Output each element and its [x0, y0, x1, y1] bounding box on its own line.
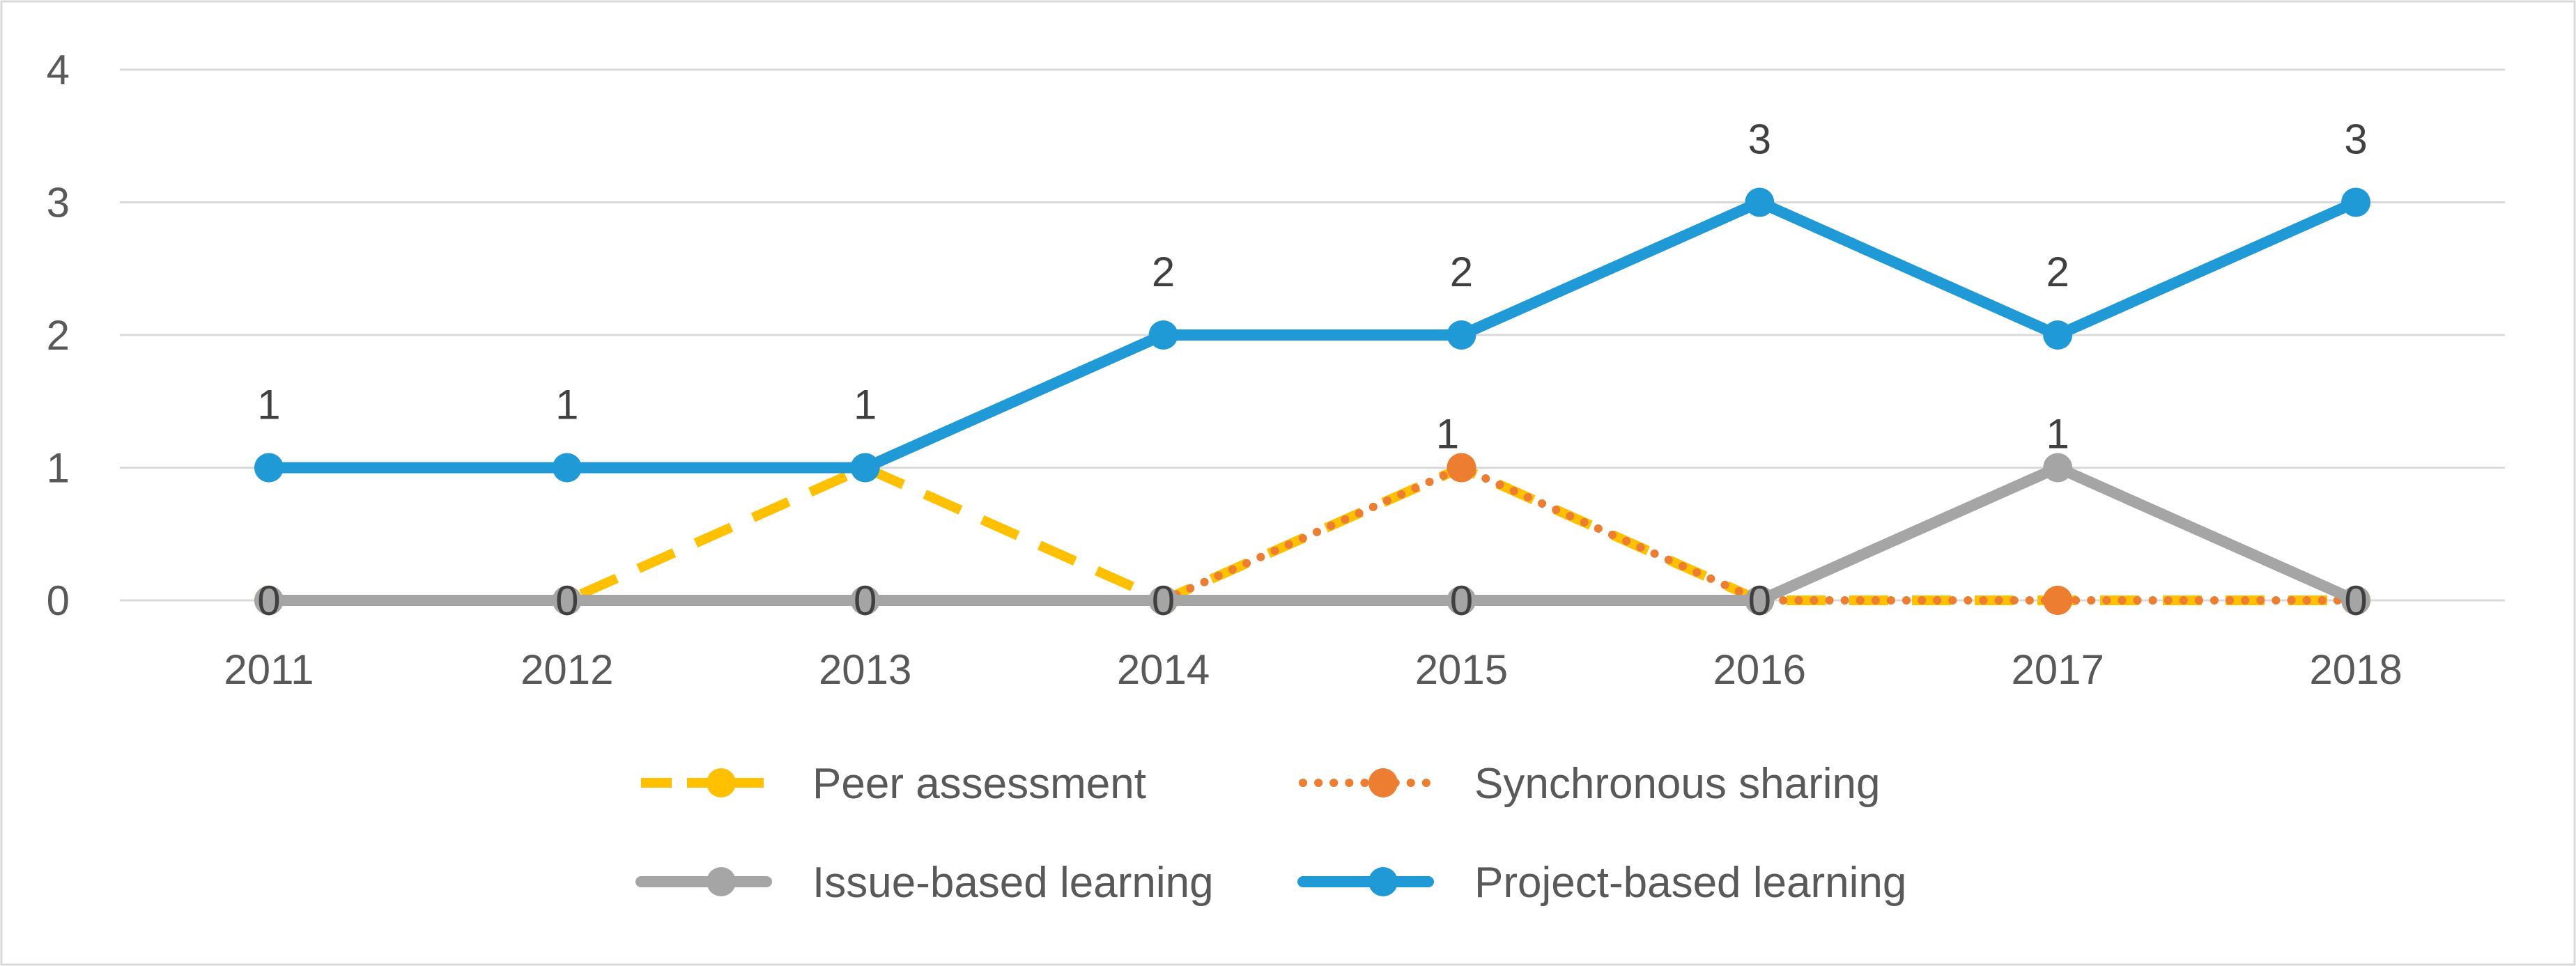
data-point	[1148, 586, 1178, 615]
legend-swatch-marker	[1368, 768, 1398, 797]
data-label: 0	[1152, 577, 1175, 624]
y-tick-label: 3	[47, 180, 70, 226]
data-point	[850, 586, 880, 615]
data-label: 3	[1748, 116, 1771, 163]
data-point	[254, 453, 284, 483]
y-tick-label: 2	[47, 312, 70, 359]
data-label: 1	[555, 382, 578, 428]
x-tick-label: 2018	[2309, 646, 2402, 693]
data-label: 0	[1450, 577, 1473, 624]
data-label: 0	[1748, 577, 1771, 624]
series-line-peer-assessment	[268, 462, 2357, 605]
data-point	[2043, 586, 2073, 615]
data-label: 2	[1450, 249, 1473, 295]
data-label: 0	[257, 577, 280, 624]
data-point	[1745, 187, 1775, 217]
series-line-project-based-learning	[263, 196, 2362, 474]
data-label: 1	[854, 382, 877, 428]
data-point	[1447, 586, 1476, 615]
data-point	[2043, 453, 2073, 483]
legend-swatch-marker	[707, 867, 736, 896]
data-labels: 0 0 0 0 0 0 1 0 1 1 1 2 2 3 2 3 1	[257, 116, 2368, 625]
legend: Peer assessment Synchronous sharing Issue-…	[635, 760, 1906, 907]
x-tick-label: 2014	[1117, 646, 1210, 693]
data-point	[552, 453, 582, 483]
legend-item: Issue-based learning	[635, 859, 1214, 907]
data-label: 1	[1436, 411, 1459, 458]
y-axis-tick-labels: 0 1 2 3 4	[47, 47, 70, 624]
y-tick-label: 1	[47, 445, 70, 492]
data-label: 1	[2046, 411, 2069, 458]
data-point	[254, 586, 284, 615]
legend-item: Synchronous sharing	[1299, 760, 1880, 808]
legend-item: Project-based learning	[1297, 859, 1906, 907]
legend-label: Peer assessment	[812, 760, 1146, 808]
x-tick-label: 2012	[520, 646, 613, 693]
legend-swatch-marker	[1368, 867, 1398, 896]
data-label: 1	[257, 382, 280, 428]
data-point	[1745, 586, 1775, 615]
legend-swatch-marker	[707, 768, 736, 797]
data-label: 3	[2344, 116, 2367, 163]
legend-item: Peer assessment	[641, 760, 1146, 808]
y-tick-label: 0	[47, 577, 70, 624]
y-tick-label: 4	[47, 47, 70, 93]
data-point	[2341, 586, 2371, 615]
x-tick-label: 2011	[224, 646, 314, 693]
data-label: 0	[2344, 577, 2367, 624]
x-axis-tick-labels: 2011 2012 2013 2014 2015 2016 2017 2018	[224, 646, 2402, 693]
data-point	[850, 453, 880, 483]
x-tick-label: 2013	[819, 646, 911, 693]
series-lines	[254, 187, 2371, 615]
data-point	[1148, 320, 1178, 350]
legend-label: Project-based learning	[1474, 859, 1906, 907]
data-label: 2	[1152, 249, 1175, 295]
data-point	[2043, 320, 2073, 350]
legend-label: Issue-based learning	[812, 859, 1214, 907]
data-point	[2341, 187, 2371, 217]
data-label: 0	[555, 577, 578, 624]
data-point	[552, 586, 582, 615]
x-tick-label: 2015	[1415, 646, 1508, 693]
x-tick-label: 2017	[2011, 646, 2104, 693]
data-point	[1447, 320, 1476, 350]
x-tick-label: 2016	[1713, 646, 1806, 693]
data-label: 2	[2046, 249, 2069, 295]
data-label: 0	[854, 577, 877, 624]
legend-label: Synchronous sharing	[1474, 760, 1880, 808]
data-point	[1447, 453, 1476, 483]
series-line-issue-based-learning	[263, 462, 2362, 606]
